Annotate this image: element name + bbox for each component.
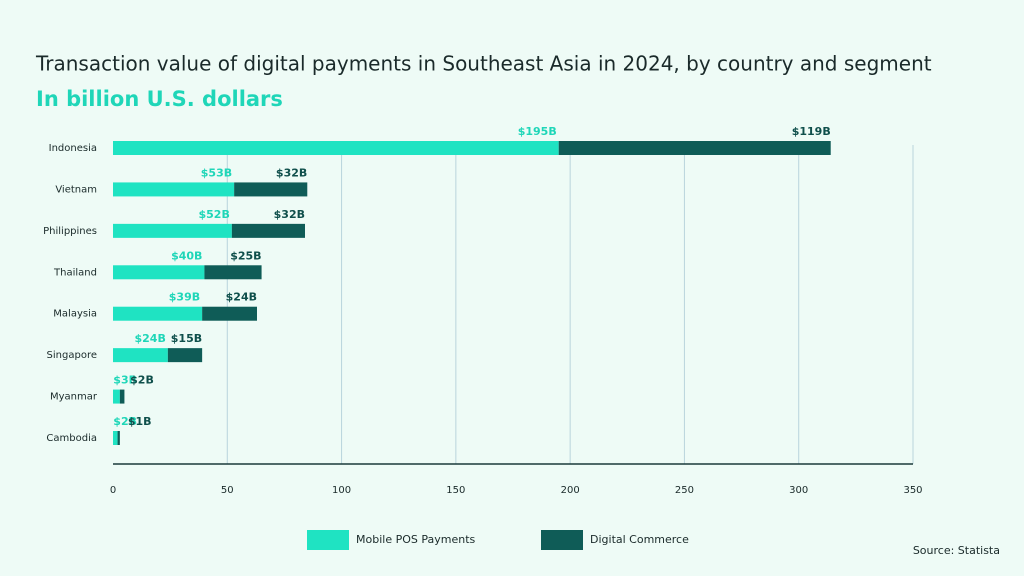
value-label: $32B [274,208,305,221]
value-label: $25B [230,249,261,262]
y-tick-label: Cambodia [46,433,97,444]
chart-subtitle: In billion U.S. dollars [36,87,283,111]
y-tick-label: Singapore [47,350,97,361]
source: Source: Statista [913,544,1000,557]
x-tick-label: 50 [221,485,234,496]
bar-segment [113,306,203,321]
bar-segment [113,431,118,445]
bar-segment [113,348,168,363]
bar-segment [113,141,559,155]
value-label: $24B [226,291,257,304]
value-label: $195B [518,125,557,138]
bar-segment [231,223,305,238]
value-label: $32B [276,166,307,179]
value-label: $15B [171,332,202,345]
x-tick-label: 300 [789,485,808,496]
y-tick-label: Thailand [53,267,97,278]
bar-segment [119,389,125,404]
bar-segment [113,389,120,404]
bar-segment [113,223,232,238]
value-label: $24B [134,332,165,345]
y-tick-label: Philippines [43,226,97,237]
bar-segment [113,182,235,197]
x-tick-label: 200 [561,485,580,496]
chart-title: Transaction value of digital payments in… [35,52,932,76]
y-tick-label: Malaysia [53,309,97,320]
y-tick-label: Myanmar [50,392,98,403]
value-label: $2B [113,415,137,428]
bar-segment [117,431,120,445]
value-label: $39B [169,291,200,304]
value-label: $53B [201,166,232,179]
value-label: $40B [171,249,202,262]
legend-swatch [541,530,583,550]
value-label: $2B [130,374,154,387]
legend-label: Mobile POS Payments [356,533,476,546]
bar-segment [234,182,308,197]
x-tick-label: 250 [675,485,694,496]
value-label: $119B [792,125,831,138]
bar-segment [113,265,205,280]
bar-segment [558,141,831,155]
y-tick-label: Vietnam [55,184,97,195]
y-tick-label: Indonesia [49,143,97,154]
value-label: $3B [113,374,137,387]
value-label: $1B [128,415,152,428]
legend-label: Digital Commerce [590,533,689,546]
bar-segment [204,265,262,280]
legend-swatch [307,530,349,550]
x-tick-label: 0 [110,485,116,496]
bar-segment [202,306,257,321]
x-tick-label: 350 [903,485,922,496]
x-tick-label: 100 [332,485,351,496]
x-tick-label: 150 [446,485,465,496]
value-label: $52B [198,208,229,221]
bar-segment [167,348,203,363]
